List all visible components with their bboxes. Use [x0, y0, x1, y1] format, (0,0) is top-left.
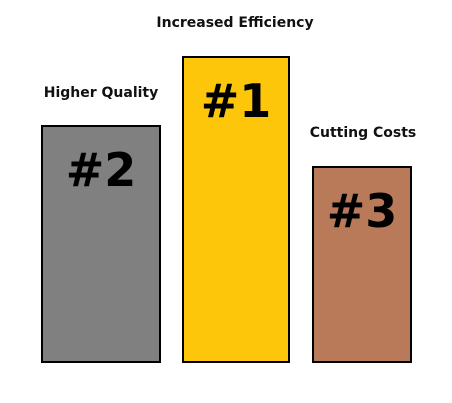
increased-efficiency-label: Increased Efficiency — [156, 15, 314, 31]
rank-3-text: #3 — [326, 184, 398, 238]
increased-efficiency-bar: #1 — [182, 56, 290, 363]
higher-quality-label: Higher Quality — [43, 85, 159, 101]
rank-2-text: #2 — [65, 143, 137, 197]
cutting-costs-bar: #3 — [312, 166, 412, 363]
cutting-costs-label: Cutting Costs — [309, 125, 417, 141]
higher-quality-bar: #2 — [41, 125, 161, 363]
rank-1-text: #1 — [200, 74, 272, 128]
